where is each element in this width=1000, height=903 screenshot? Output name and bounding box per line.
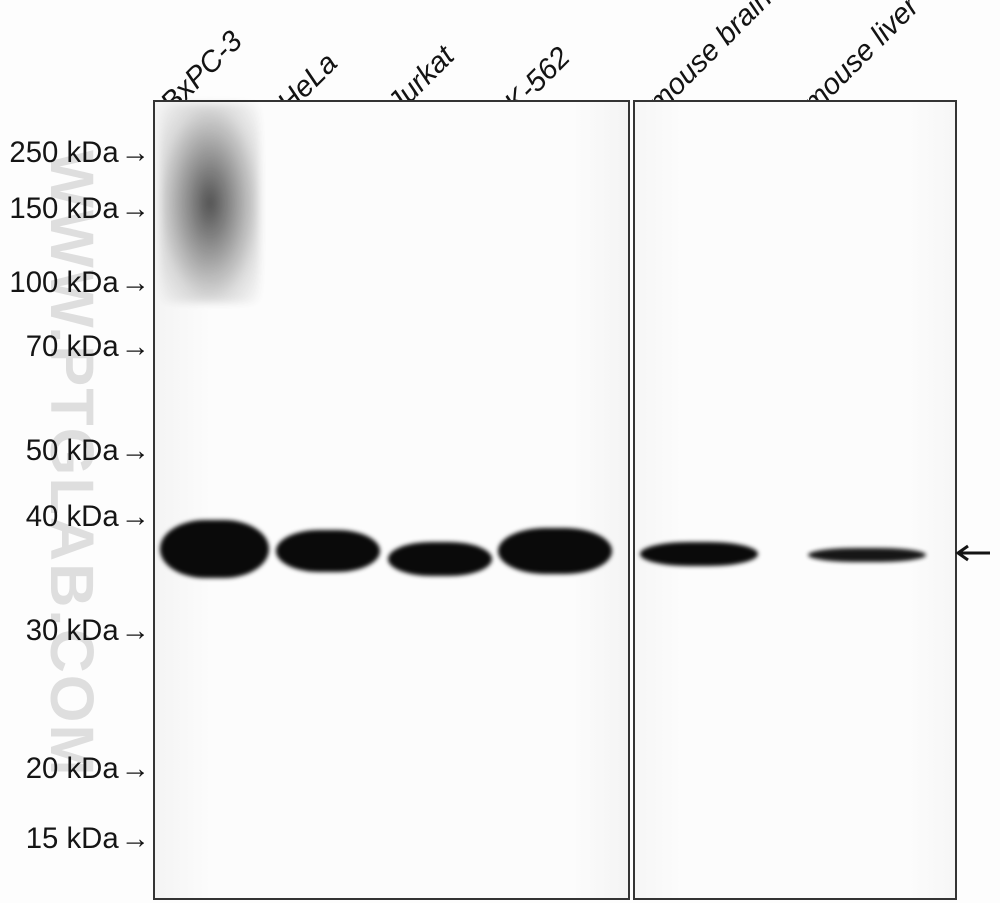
mw-marker-0: 250 kDa→: [0, 136, 150, 170]
arrow-right-icon: →: [121, 614, 150, 648]
arrow-right-icon: →: [121, 330, 150, 364]
arrow-right-icon: →: [121, 434, 150, 468]
mw-text: 150 kDa: [9, 192, 118, 225]
panel-shade: [635, 102, 955, 898]
arrow-right-icon: →: [121, 822, 150, 856]
mw-marker-2: 100 kDa→: [0, 266, 150, 300]
mw-marker-4: 50 kDa→: [0, 434, 150, 468]
band: [276, 530, 380, 572]
arrow-right-icon: →: [121, 192, 150, 226]
arrow-right-icon: →: [121, 500, 150, 534]
blot-panel-right: [633, 100, 957, 900]
mw-text: 40 kDa: [26, 500, 119, 533]
mw-marker-5: 40 kDa→: [0, 500, 150, 534]
mw-marker-8: 15 kDa→: [0, 822, 150, 856]
band-smear: [160, 103, 260, 303]
band: [498, 528, 612, 574]
mw-marker-7: 20 kDa→: [0, 752, 150, 786]
arrow-right-icon: →: [121, 752, 150, 786]
mw-text: 50 kDa: [26, 434, 119, 467]
arrow-right-icon: →: [121, 136, 150, 170]
band: [388, 542, 492, 576]
target-band-arrow-icon: [952, 543, 992, 563]
band: [808, 548, 926, 562]
mw-text: 30 kDa: [26, 614, 119, 647]
mw-text: 70 kDa: [26, 330, 119, 363]
mw-marker-6: 30 kDa→: [0, 614, 150, 648]
mw-text: 15 kDa: [26, 822, 119, 855]
mw-marker-1: 150 kDa→: [0, 192, 150, 226]
blot-figure: WWW.PTGLAB.COM BxPC-3 HeLa Jurkat K-562 …: [0, 0, 1000, 903]
arrow-right-icon: →: [121, 266, 150, 300]
band: [160, 520, 269, 578]
mw-marker-3: 70 kDa→: [0, 330, 150, 364]
mw-text: 20 kDa: [26, 752, 119, 785]
mw-text: 250 kDa: [9, 136, 118, 169]
mw-text: 100 kDa: [9, 266, 118, 299]
band: [640, 542, 758, 566]
